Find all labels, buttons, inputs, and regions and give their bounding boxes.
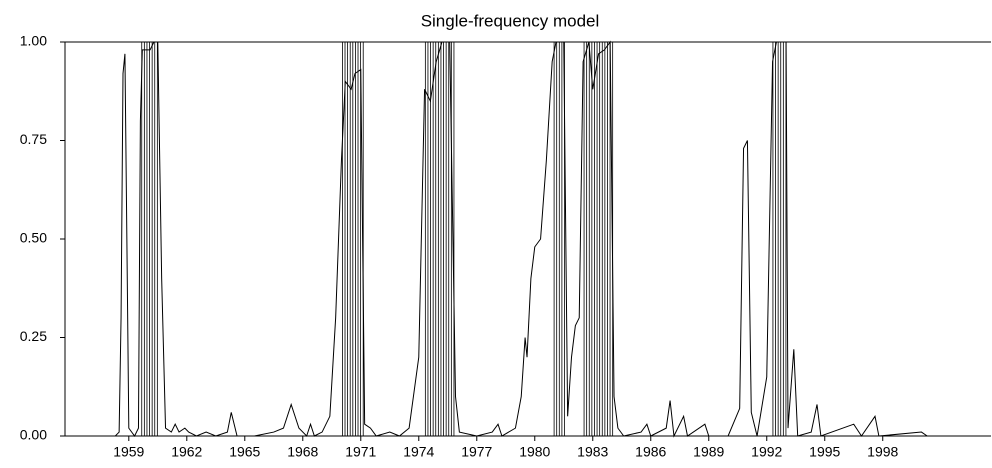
x-tick-label: 1974 — [403, 444, 434, 460]
data-line — [114, 40, 928, 438]
y-tick-label: 1.00 — [20, 33, 47, 49]
shaded-period — [141, 42, 160, 436]
x-tick-label: 1965 — [229, 444, 260, 460]
shaded-period — [772, 42, 788, 436]
shaded-area — [425, 42, 455, 436]
x-tick-label: 1980 — [519, 444, 550, 460]
x-tick-label: 1986 — [635, 444, 666, 460]
x-tick-label: 1983 — [577, 444, 608, 460]
x-tick-label: 1962 — [171, 444, 202, 460]
shaded-period — [424, 42, 455, 436]
shaded-period — [342, 42, 365, 436]
shaded-area — [141, 42, 160, 436]
x-tick-label: 1971 — [345, 444, 376, 460]
x-tick-label: 1968 — [287, 444, 318, 460]
x-tick-label: 1977 — [461, 444, 492, 460]
y-tick-label: 0.25 — [20, 328, 47, 344]
x-tick-label: 1995 — [809, 444, 840, 460]
x-tick-label: 1998 — [867, 444, 898, 460]
y-tick-label: 0.00 — [20, 427, 47, 443]
shaded-period — [583, 42, 614, 436]
x-tick-label: 1989 — [693, 444, 724, 460]
y-tick-label: 0.75 — [20, 131, 47, 147]
shaded-area — [554, 42, 567, 436]
x-tick-label: 1959 — [113, 444, 144, 460]
shaded-period — [553, 42, 567, 436]
x-tick-label: 1992 — [751, 444, 782, 460]
shaded-area — [584, 42, 614, 436]
y-tick-label: 0.50 — [20, 230, 47, 246]
chart-title: Single-frequency model — [421, 11, 600, 30]
